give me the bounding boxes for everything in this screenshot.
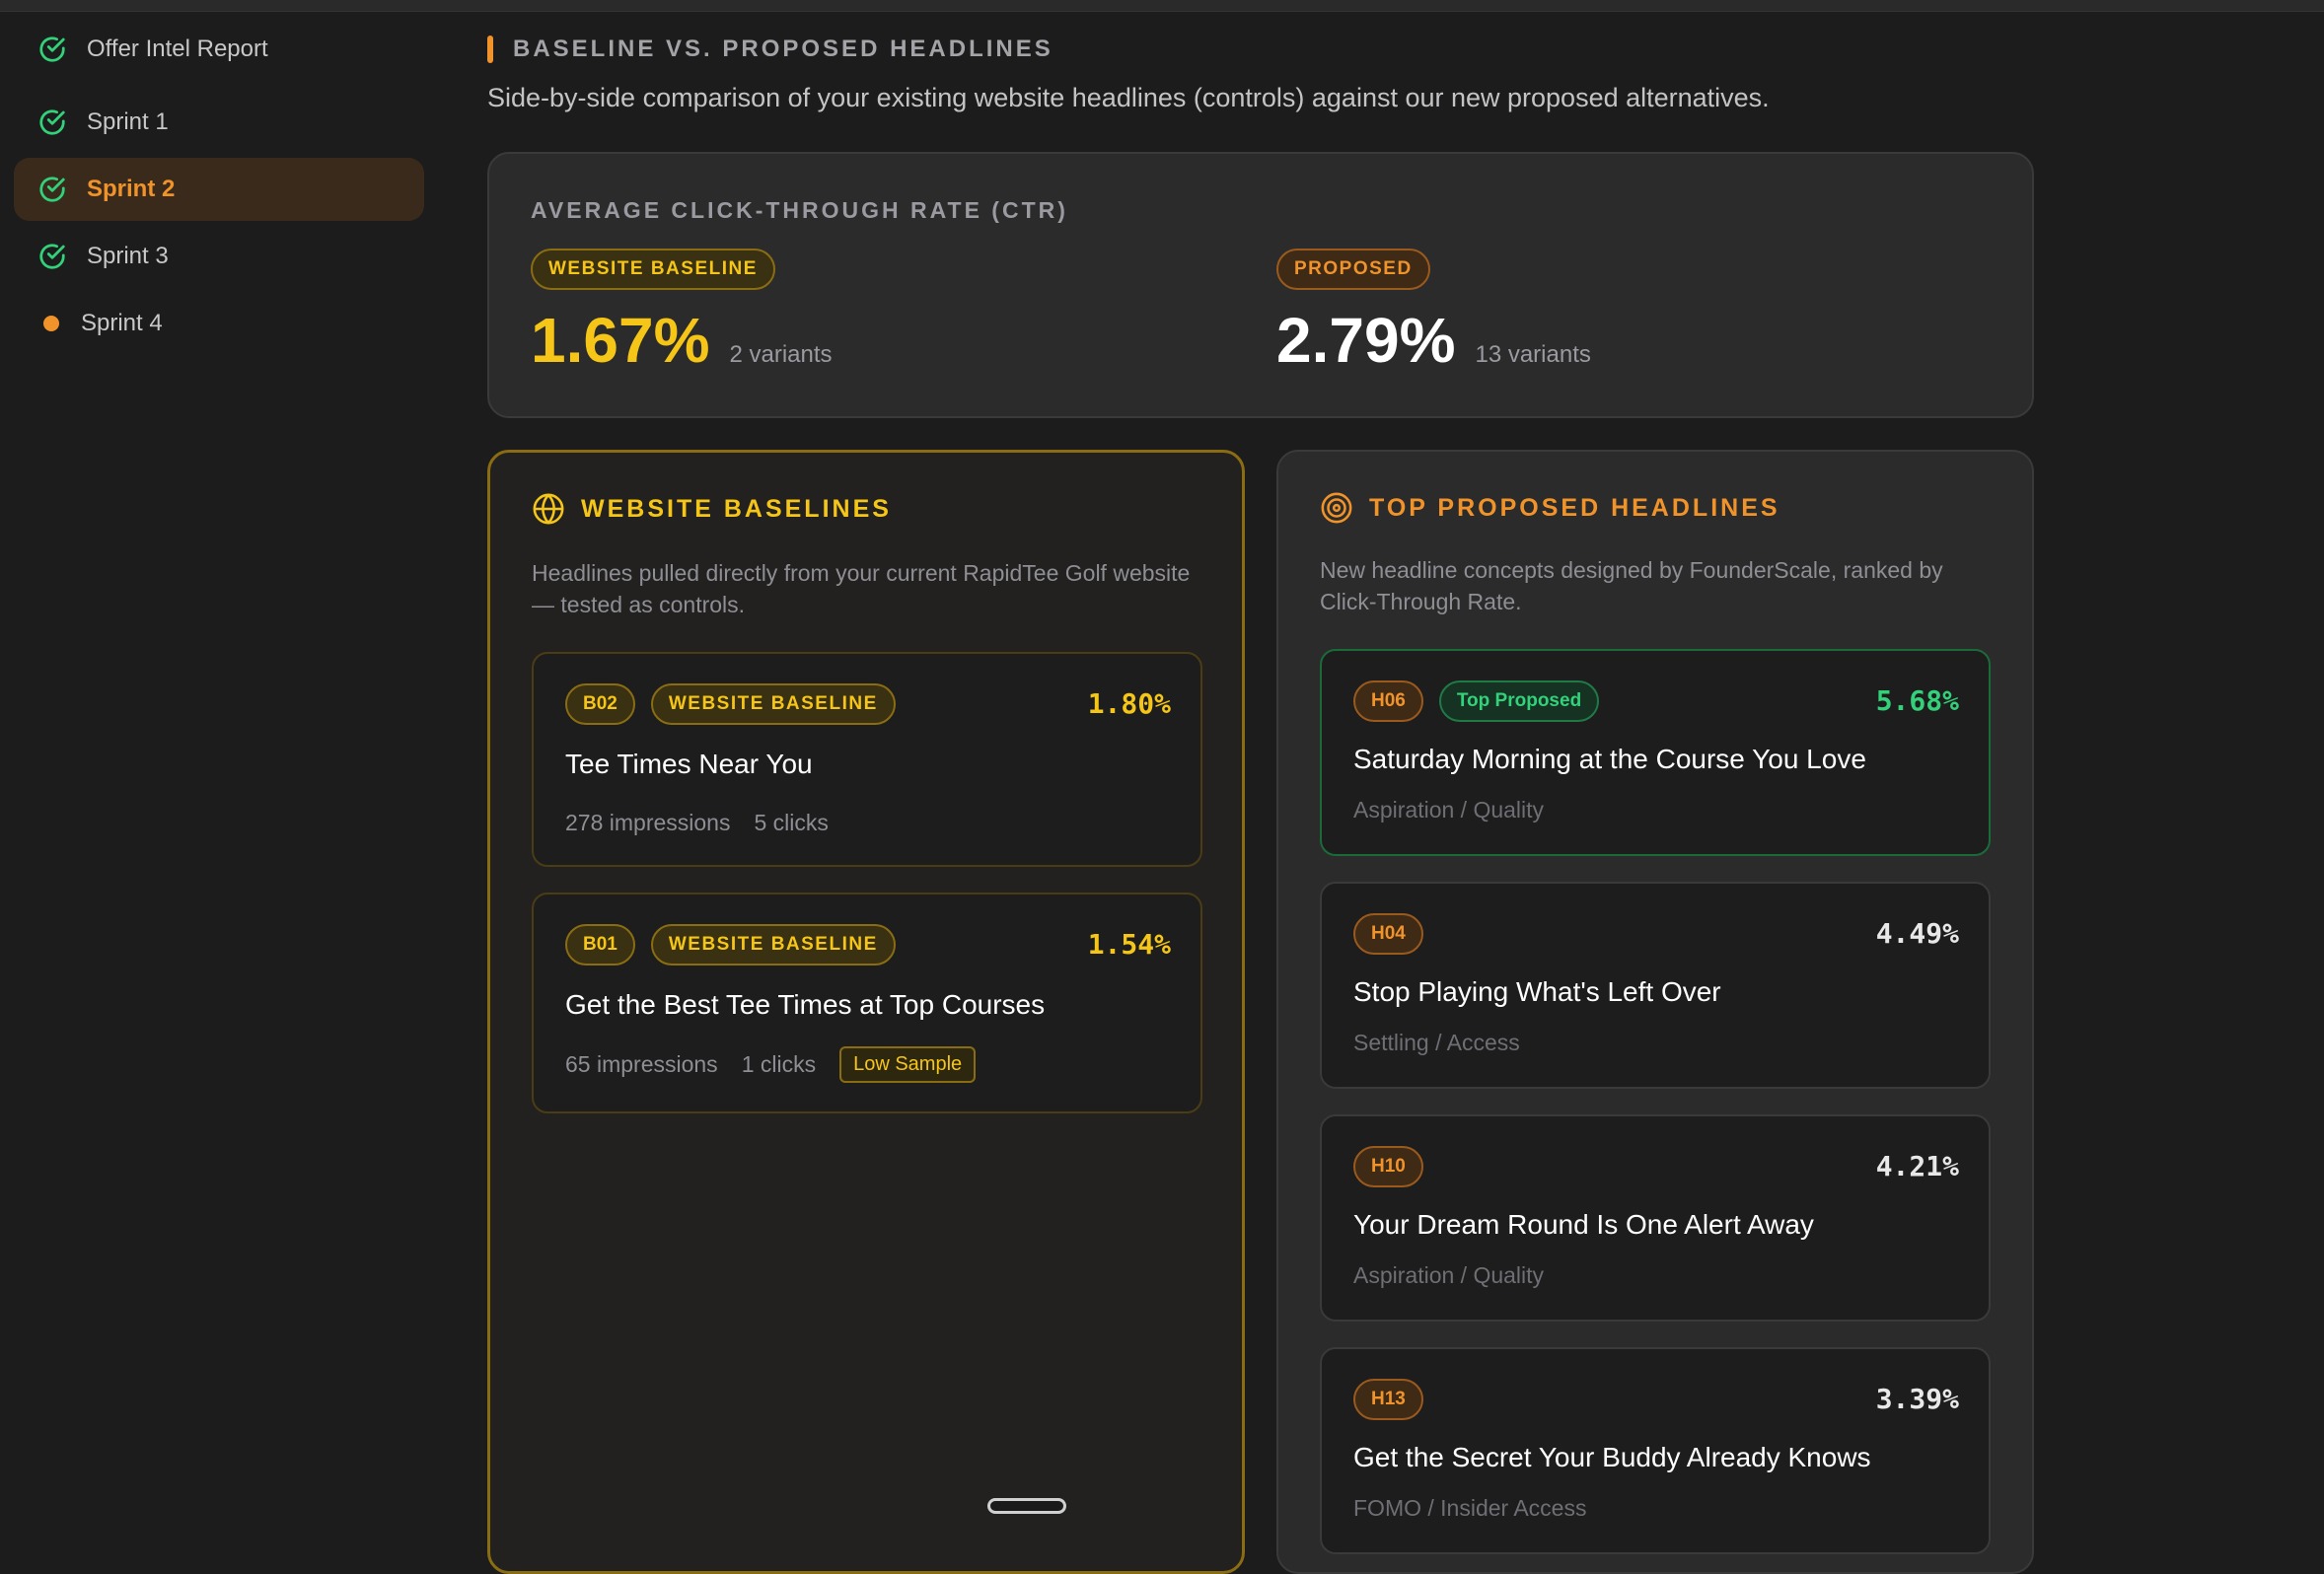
ctr-proposed: PROPOSED 2.79% 13 variants xyxy=(1276,249,1591,377)
proposed-ctr-value: 2.79% xyxy=(1276,305,1456,376)
proposed-card-h13[interactable]: H13 3.39% Get the Secret Your Buddy Alre… xyxy=(1320,1347,1991,1554)
headline-text: Get the Secret Your Buddy Already Knows xyxy=(1353,1442,1871,1472)
headline-text: Get the Best Tee Times at Top Courses xyxy=(565,989,1046,1020)
baseline-card-b01[interactable]: B01 WEBSITE BASELINE 1.54% Get the Best … xyxy=(532,893,1202,1113)
sidebar-item-label: Sprint 1 xyxy=(87,108,169,135)
card-ctr: 1.80% xyxy=(1087,687,1171,720)
check-circle-icon xyxy=(37,35,67,64)
sidebar-item-label: Sprint 2 xyxy=(87,176,176,202)
target-icon xyxy=(1321,492,1352,524)
sidebar: Offer Intel Report Sprint 1 Sprint 2 Spr… xyxy=(14,24,424,359)
baseline-card-b02[interactable]: B02 WEBSITE BASELINE 1.80% Tee Times Nea… xyxy=(532,652,1202,867)
variant-id-badge: B01 xyxy=(565,924,635,966)
impressions: 65 impressions xyxy=(565,1051,718,1077)
baseline-variant-count: 2 variants xyxy=(729,341,833,368)
panel-description: New headline concepts designed by Founde… xyxy=(1320,557,1943,614)
sidebar-item-label: Sprint 3 xyxy=(87,243,169,269)
impressions: 278 impressions xyxy=(565,810,731,835)
card-ctr: 4.21% xyxy=(1875,1150,1959,1182)
category-label: Settling / Access xyxy=(1353,1030,1520,1055)
sidebar-item-sprint-1[interactable]: Sprint 1 xyxy=(14,91,424,154)
main-content: BASELINE VS. PROPOSED HEADLINES Side-by-… xyxy=(487,30,2034,1574)
website-baseline-badge: WEBSITE BASELINE xyxy=(650,924,896,966)
ctr-label: AVERAGE CLICK-THROUGH RATE (CTR) xyxy=(531,197,1068,223)
check-circle-icon xyxy=(37,175,67,204)
sidebar-item-label: Sprint 4 xyxy=(81,310,163,336)
variant-id-badge: H10 xyxy=(1353,1146,1423,1187)
sidebar-item-offer-intel-report[interactable]: Offer Intel Report xyxy=(14,24,424,75)
headline-text: Your Dream Round Is One Alert Away xyxy=(1353,1209,1814,1240)
proposed-pill: PROPOSED xyxy=(1276,249,1430,290)
proposed-variant-count: 13 variants xyxy=(1475,341,1591,368)
card-ctr: 4.49% xyxy=(1875,917,1959,950)
baseline-ctr-value: 1.67% xyxy=(531,305,710,376)
low-sample-badge: Low Sample xyxy=(839,1046,977,1083)
proposed-card-h10[interactable]: H10 4.21% Your Dream Round Is One Alert … xyxy=(1320,1114,1991,1322)
category-label: Aspiration / Quality xyxy=(1353,1262,1545,1288)
proposed-card-h06[interactable]: H06 Top Proposed 5.68% Saturday Morning … xyxy=(1320,649,1991,856)
headline-text: Saturday Morning at the Course You Love xyxy=(1353,744,1866,774)
section-description: Side-by-side comparison of your existing… xyxy=(487,83,1770,112)
sidebar-item-sprint-4[interactable]: Sprint 4 xyxy=(14,292,424,355)
panel-title: WEBSITE BASELINES xyxy=(581,494,892,523)
ctr-summary-card: AVERAGE CLICK-THROUGH RATE (CTR) WEBSITE… xyxy=(487,152,2034,418)
proposed-card-h04[interactable]: H04 4.49% Stop Playing What's Left Over … xyxy=(1320,882,1991,1089)
panel-title: TOP PROPOSED HEADLINES xyxy=(1369,493,1780,522)
headline-text: Stop Playing What's Left Over xyxy=(1353,976,1721,1007)
check-circle-icon xyxy=(37,107,67,137)
clicks: 1 clicks xyxy=(741,1051,817,1077)
top-proposed-panel: TOP PROPOSED HEADLINES New headline conc… xyxy=(1276,450,2034,1574)
accent-bar xyxy=(487,36,493,63)
clicks: 5 clicks xyxy=(754,810,829,835)
check-circle-icon xyxy=(37,242,67,271)
variant-id-badge: B02 xyxy=(565,683,635,725)
variant-id-badge: H13 xyxy=(1353,1379,1423,1420)
card-ctr: 3.39% xyxy=(1875,1383,1959,1415)
scroll-handle[interactable] xyxy=(987,1498,1066,1514)
panel-description: Headlines pulled directly from your curr… xyxy=(532,560,1191,617)
card-ctr: 5.68% xyxy=(1875,684,1959,717)
category-label: Aspiration / Quality xyxy=(1353,797,1545,823)
top-proposed-badge: Top Proposed xyxy=(1438,680,1600,722)
website-baseline-badge: WEBSITE BASELINE xyxy=(650,683,896,725)
sidebar-item-sprint-3[interactable]: Sprint 3 xyxy=(14,225,424,288)
sidebar-item-label: Offer Intel Report xyxy=(87,36,268,62)
section-heading: BASELINE VS. PROPOSED HEADLINES xyxy=(487,30,2034,69)
sidebar-item-sprint-2[interactable]: Sprint 2 xyxy=(14,158,424,221)
ctr-baseline: WEBSITE BASELINE 1.67% 2 variants xyxy=(531,249,833,377)
top-bar xyxy=(0,0,2324,12)
globe-icon xyxy=(533,493,564,525)
section-title: BASELINE VS. PROPOSED HEADLINES xyxy=(513,36,1053,62)
card-ctr: 1.54% xyxy=(1087,928,1171,961)
variant-id-badge: H04 xyxy=(1353,913,1423,955)
variant-id-badge: H06 xyxy=(1353,680,1423,722)
dot-icon xyxy=(43,316,59,331)
baseline-pill: WEBSITE BASELINE xyxy=(531,249,775,290)
website-baselines-panel: WEBSITE BASELINES Headlines pulled direc… xyxy=(487,450,1245,1574)
headline-text: Tee Times Near You xyxy=(565,749,813,779)
